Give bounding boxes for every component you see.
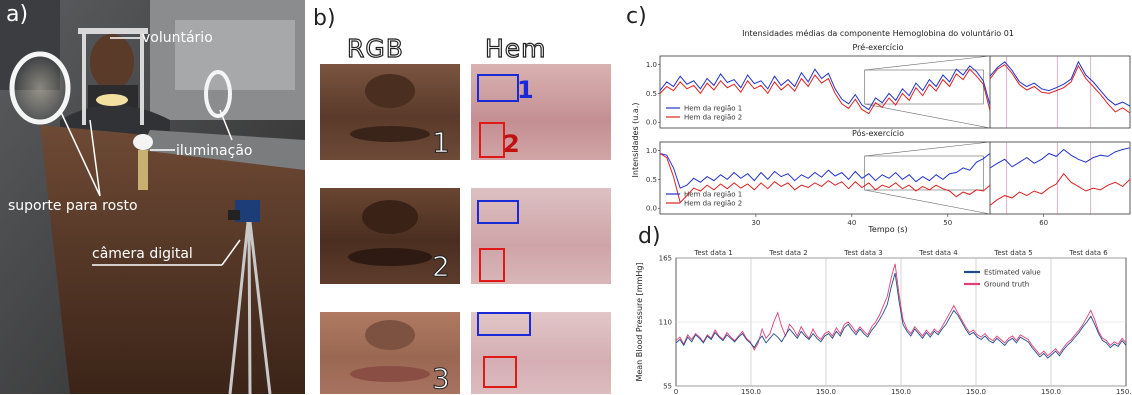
- subplot-title: Pré-exercício: [852, 42, 903, 52]
- section-label: Test data 1: [693, 249, 732, 257]
- x-tick-label: 30: [751, 219, 760, 227]
- y-tick-label: 0.0: [646, 119, 657, 127]
- row-number-3: 3: [432, 362, 451, 395]
- setup-photo: a) voluntário iluminação suporte para ro…: [0, 0, 305, 394]
- panel-label-b: b): [313, 6, 336, 31]
- zoom-series-line: [989, 63, 1131, 114]
- hem-face-2: [471, 188, 611, 284]
- zoom-connector: [864, 55, 991, 71]
- rgb-face-1: 1: [320, 64, 460, 160]
- nose-shape: [362, 200, 418, 234]
- hemoglobin-chart: Intensidades médias da componente Hemogl…: [631, 28, 1131, 234]
- column-heading-hem: Hem: [484, 33, 547, 63]
- region-2-label: 2: [503, 130, 520, 158]
- subplot-frame: [659, 141, 1131, 215]
- region-1-box: [477, 74, 519, 102]
- panel-label-d: d): [638, 224, 661, 249]
- y-tick-label: 165: [659, 255, 672, 263]
- legend-entry: Hem da região 2: [684, 114, 742, 122]
- row-number-1: 1: [432, 126, 451, 160]
- series-line: [659, 65, 991, 111]
- zoom-region-box: [864, 155, 984, 191]
- section-label: Test data 4: [918, 249, 958, 257]
- hem-face-3: [471, 312, 611, 394]
- blood-pressure-panel: d) Mean Blood Pressure [mmHg] Test data 1…: [620, 224, 1132, 394]
- y-tick-label: 1.0: [646, 61, 657, 69]
- x-tick-label: 50: [943, 219, 952, 227]
- label-camera: câmera digital: [92, 246, 193, 262]
- y-axis-label: Mean Blood Pressure [mmHg]: [635, 262, 644, 381]
- section-label: Test data 6: [1068, 249, 1108, 257]
- series-line: [659, 153, 991, 189]
- zoom-series-line: [989, 147, 1131, 169]
- region-1-box: [477, 200, 519, 224]
- region-2-box: [483, 356, 517, 388]
- y-tick-label: 1.0: [646, 147, 657, 155]
- legend-entry: Hem da região 2: [684, 200, 742, 208]
- blood-pressure-chart: Mean Blood Pressure [mmHg] Test data 1 Tes…: [635, 249, 1132, 394]
- label-voluntario: voluntário: [142, 30, 213, 46]
- x-tick-label: 150.0: [741, 388, 761, 394]
- x-tick-label: 150.0: [1041, 388, 1061, 394]
- series-line: [659, 68, 991, 115]
- panel-label-c: c): [626, 4, 647, 29]
- y-axis-label: Intensidades (u.a.): [631, 103, 640, 178]
- x-tick-label: 150.0: [816, 388, 836, 394]
- section-label: Test data 2: [768, 249, 807, 257]
- mouth-shape: [350, 126, 430, 142]
- y-tick-label: 55: [663, 383, 672, 391]
- region-2-box: [479, 122, 505, 158]
- row-number-2: 2: [432, 250, 451, 284]
- region-1-box: [477, 312, 531, 336]
- x-tick-label: 40: [847, 219, 856, 227]
- legend-entry: Hem da região 1: [684, 191, 742, 199]
- region-2-box: [479, 248, 505, 282]
- section-label: Test data 5: [993, 249, 1032, 257]
- y-tick-label: 0.0: [646, 205, 657, 213]
- subplot-frame: [659, 55, 1131, 129]
- y-tick-label: 0.5: [646, 176, 657, 184]
- section-label: Test data 3: [843, 249, 882, 257]
- legend-entry: Hem da região 1: [684, 105, 742, 113]
- region-1-label: 1: [517, 76, 534, 104]
- label-iluminacao: iluminação: [176, 143, 253, 159]
- subplot-title: Pós-exercício: [852, 128, 904, 138]
- x-tick-label: 0: [674, 388, 678, 394]
- y-tick-label: 0.5: [646, 90, 657, 98]
- zoom-series-line: [989, 172, 1131, 206]
- mouth-shape: [350, 366, 430, 382]
- legend-entry: Ground truth: [984, 281, 1029, 289]
- nose-shape: [365, 320, 415, 350]
- x-axis-label: Tempo (s): [867, 225, 907, 234]
- x-tick-label: 60: [1039, 219, 1048, 227]
- chart-title: Intensidades médias da componente Hemogl…: [742, 28, 1014, 38]
- hem-face-1: 1 2: [471, 64, 611, 160]
- zoom-series-line: [989, 60, 1131, 107]
- zoom-region-box: [864, 69, 984, 105]
- zoom-connector: [864, 189, 991, 215]
- mouth-shape: [348, 248, 432, 266]
- y-tick-label: 110: [659, 319, 672, 327]
- x-tick-label: 150.0: [966, 388, 986, 394]
- panel-label-a: a): [6, 2, 29, 27]
- x-tick-label: 150.0: [891, 388, 911, 394]
- nose-shape: [365, 74, 415, 108]
- zoom-connector: [864, 103, 991, 129]
- series-line: [659, 153, 991, 204]
- setup-photo-drawing: [0, 0, 305, 394]
- rgb-face-2: 2: [320, 188, 460, 284]
- series-line: [675, 272, 1127, 359]
- hemoglobin-chart-panel: c) Intensidades médias da componente Hem…: [620, 0, 1132, 240]
- rgb-face-3: 3: [320, 312, 460, 395]
- x-tick-label: 150.0: [1116, 388, 1132, 394]
- column-heading-rgb: RGB: [346, 33, 404, 63]
- label-suporte: suporte para rosto: [8, 198, 138, 214]
- zoom-connector: [864, 141, 991, 157]
- face-crops-panel: b) RGB Hem 1 1 2 2 3: [305, 0, 620, 395]
- legend-entry: Estimated value: [984, 269, 1041, 277]
